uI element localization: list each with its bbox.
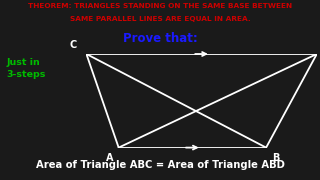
Text: C: C [70, 40, 77, 50]
Text: SAME PARALLEL LINES ARE EQUAL IN AREA.: SAME PARALLEL LINES ARE EQUAL IN AREA. [70, 16, 250, 22]
Text: Area of Triangle ABC = Area of Triangle ABD: Area of Triangle ABC = Area of Triangle … [36, 160, 284, 170]
Text: Prove that:: Prove that: [123, 32, 197, 45]
Text: THEOREM: TRIANGLES STANDING ON THE SAME BASE BETWEEN: THEOREM: TRIANGLES STANDING ON THE SAME … [28, 3, 292, 9]
Text: B: B [272, 153, 279, 163]
Text: Just in
3-steps: Just in 3-steps [6, 58, 46, 79]
Text: A: A [106, 153, 113, 163]
